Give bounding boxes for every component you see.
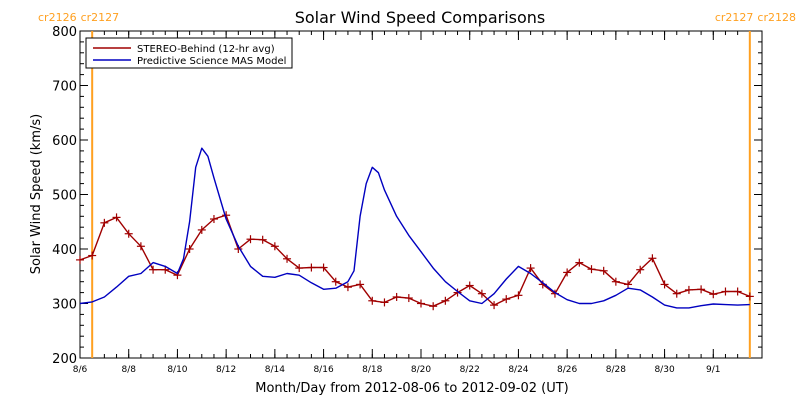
chart-title: Solar Wind Speed Comparisons — [295, 8, 546, 27]
plot-frame — [79, 30, 763, 359]
data-point — [112, 213, 121, 222]
data-point — [392, 292, 401, 301]
y-tick-label: 500 — [52, 189, 77, 204]
data-point — [136, 242, 145, 251]
data-point — [611, 277, 620, 286]
rotation-marker-label: cr2127 cr2128 — [715, 11, 796, 24]
plot-area: 200 300 400 500 600 700 800 8/6 8/8 8/10 8/12 8/14 8… — [38, 11, 796, 375]
data-point — [733, 287, 742, 296]
x-tick-label: 8/16 — [313, 365, 333, 375]
legend: STEREO-Behind (12-hr avg)Predictive Scie… — [85, 37, 293, 69]
y-tick-label: 700 — [52, 80, 77, 95]
data-point — [477, 289, 486, 298]
series-line-0 — [79, 214, 751, 307]
data-point — [441, 296, 450, 305]
x-tick-label: 8/18 — [362, 365, 382, 375]
x-tick-label: 8/22 — [460, 365, 480, 375]
data-point — [319, 263, 328, 272]
data-point — [100, 218, 109, 227]
x-tick-label: 9/1 — [706, 365, 720, 375]
data-point — [258, 235, 267, 244]
legend-label: Predictive Science MAS Model — [137, 56, 286, 67]
data-point — [246, 235, 255, 244]
x-tick-label: 8/30 — [654, 365, 674, 375]
x-tick-label: 8/12 — [216, 365, 236, 375]
data-point — [587, 265, 596, 274]
legend-box — [85, 37, 293, 69]
data-point — [502, 295, 511, 304]
data-point — [684, 285, 693, 294]
data-point — [453, 288, 462, 297]
rotation-label-0: cr2127 — [715, 11, 754, 24]
x-tick-label: 8/10 — [167, 365, 187, 375]
data-point — [295, 264, 304, 273]
data-point — [721, 287, 730, 296]
legend-label: STEREO-Behind (12-hr avg) — [137, 44, 275, 55]
data-point — [76, 255, 84, 264]
y-axis-label: Solar Wind Speed (km/s) — [29, 114, 44, 274]
data-point — [575, 258, 584, 267]
x-axis-label: Month/Day from 2012-08-06 to 2012-09-02 … — [255, 381, 568, 396]
data-point — [745, 292, 754, 301]
data-point — [624, 280, 633, 289]
data-point — [709, 290, 718, 299]
data-point — [343, 283, 352, 292]
data-point — [307, 263, 316, 272]
rotation-marker-label: cr2126 cr2127 — [38, 11, 119, 24]
data-point — [209, 215, 218, 224]
x-tick-label: 8/26 — [557, 365, 577, 375]
data-point — [149, 265, 158, 274]
data-point — [331, 277, 340, 286]
x-tick-label: 8/14 — [265, 365, 285, 375]
x-tick-label: 8/28 — [606, 365, 626, 375]
data-point — [356, 280, 365, 289]
x-tick-label: 8/20 — [411, 365, 431, 375]
y-tick-label: 400 — [52, 243, 77, 258]
data-point — [465, 281, 474, 290]
x-tick-label: 8/8 — [121, 365, 136, 375]
data-point — [404, 294, 413, 303]
data-point — [636, 265, 645, 274]
data-point — [660, 280, 669, 289]
data-point — [526, 264, 535, 273]
y-tick-label: 200 — [52, 352, 77, 367]
data-point — [563, 268, 572, 277]
data-point — [697, 285, 706, 294]
x-tick-label: 8/24 — [508, 365, 528, 375]
data-point — [648, 254, 657, 263]
y-tick-label: 600 — [52, 134, 77, 149]
data-point — [88, 251, 97, 260]
series-line-1 — [79, 147, 750, 309]
data-point — [490, 301, 499, 310]
data-point — [283, 254, 292, 263]
data-point — [124, 229, 133, 238]
x-tick-label: 8/6 — [73, 365, 88, 375]
data-point — [429, 302, 438, 311]
data-point — [197, 225, 206, 234]
y-tick-label: 800 — [52, 25, 77, 40]
rotation-label-0: cr2126 — [38, 11, 77, 24]
rotation-label-1: cr2127 — [81, 11, 120, 24]
rotation-label-1: cr2128 — [757, 11, 796, 24]
data-point — [380, 298, 389, 307]
y-tick-label: 300 — [52, 298, 77, 313]
data-point — [417, 299, 425, 308]
data-point — [368, 296, 377, 305]
data-point — [270, 242, 279, 251]
data-point — [185, 245, 194, 253]
data-point — [599, 266, 608, 275]
data-point — [514, 291, 523, 300]
data-point — [672, 289, 681, 298]
